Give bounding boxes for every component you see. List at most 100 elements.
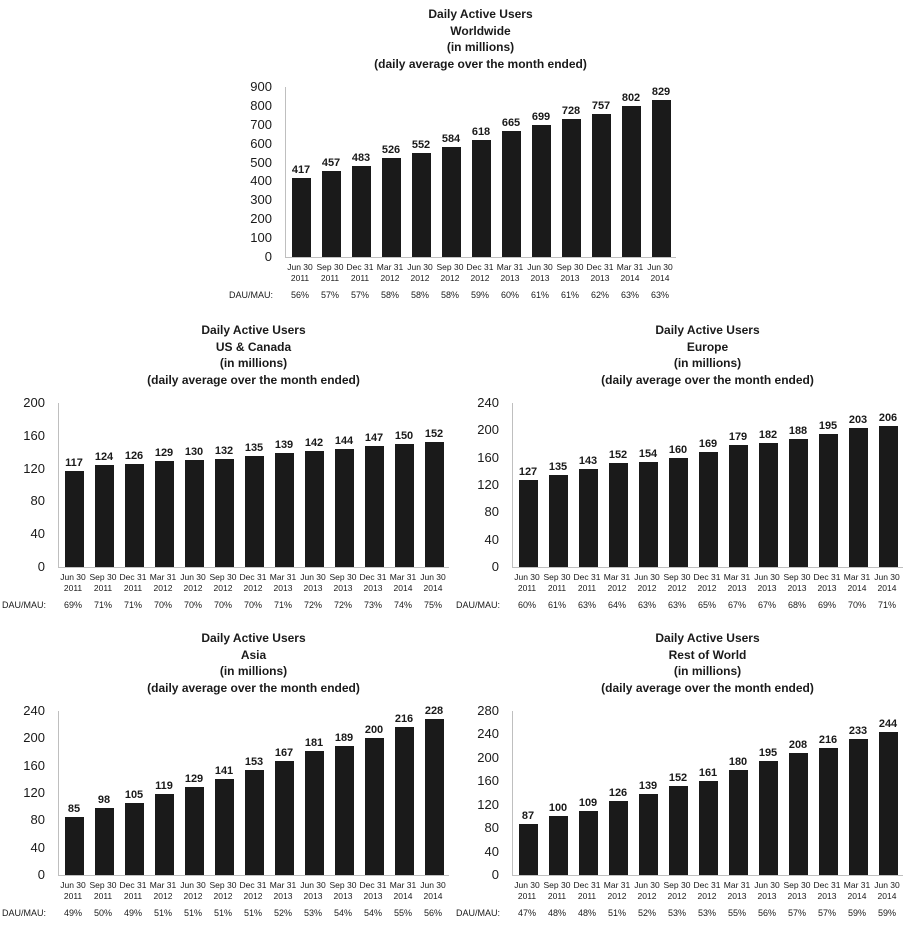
bar [608,463,628,567]
bar [94,808,114,875]
bar-value-label: 206 [878,412,898,424]
bar [548,475,568,567]
dau-mau-value: 63% [577,600,596,610]
bar-value-label: 417 [291,164,311,176]
chart-title-line: Daily Active Users [201,323,306,337]
bar [848,428,868,567]
chart-title-line: (in millions) [219,356,288,370]
bar-column: 584 [436,87,466,257]
x-label-year: 2013 [727,582,747,593]
x-axis-labels: Jun 30 2011 Sep 30 2011 Dec 31 2011 Mar 31 2012… [58,572,448,593]
dau-mau-value: 63% [650,290,669,300]
x-label-year: 2011 [63,582,83,593]
bar-value-label: 117 [65,457,83,469]
bar [728,445,748,567]
x-label-year: 2012 [213,890,233,901]
bar [214,459,234,567]
x-label-date: Jun 30 [287,262,313,272]
x-label-year: 2013 [363,582,383,593]
dau-mau-value: 54% [363,908,382,918]
y-axis-tick-label: 240 [477,395,499,410]
x-label-year: 2013 [363,890,383,901]
bar-column: 141 [209,711,239,875]
x-axis-tick-label: Mar 31 2012 [148,880,178,901]
bar [304,451,324,567]
bar-value-label: 203 [848,414,868,426]
bar-column: 152 [663,711,693,875]
chart-title-block: Daily Active Users Europe (in millions) (da… [454,322,903,388]
y-axis-tick-label: 200 [23,730,45,746]
x-axis-tick-label: Jun 30 2013 [298,880,328,901]
y-axis-tick-label: 200 [477,749,499,765]
bar [818,434,838,567]
bar-value-label: 179 [728,431,748,443]
dau-mau-value: 57% [817,908,836,918]
x-label-date: Jun 30 [180,572,206,582]
x-label-year: 2013 [817,582,837,593]
x-label-date: Mar 31 [149,880,177,890]
bar-value-label: 152 [668,772,688,784]
bar-column: 244 [873,711,903,875]
bar [411,153,431,257]
dau-mau-value: 71% [123,600,142,610]
x-label-date: Jun 30 [754,880,780,890]
x-axis-tick-label: Sep 30 2012 [662,880,692,901]
dau-mau-value: 60% [517,600,536,610]
dau-mau-value: 70% [243,600,262,610]
x-label-date: Jun 30 [514,572,540,582]
dau-mau-row-label: DAU/MAU: [2,908,47,918]
dau-mau-value: 55% [393,908,412,918]
x-axis-tick-label: Mar 31 2013 [268,572,298,593]
x-axis-tick-label: Sep 30 2013 [782,572,812,593]
bar [124,464,144,567]
bar-value-label: 584 [441,133,461,145]
bar-column: 483 [346,87,376,257]
bar-column: 216 [813,711,843,875]
bar-column: 150 [389,403,419,567]
y-axis: 240 200 160 120 80 40 0 [454,396,512,574]
bar-value-label: 85 [67,803,81,815]
dau-mau-value: 70% [213,600,232,610]
chart-title-line: Daily Active Users [201,631,306,645]
x-axis-tick-label: Mar 31 2013 [268,880,298,901]
dau-mau-value: 48% [547,908,566,918]
x-axis-tick-label: Jun 30 2014 [418,880,448,901]
dau-mau-value: 53% [697,908,716,918]
plot-grid: 417 457 483 526 552 584 618 665 699 728 757 802 829 [285,86,676,258]
bar-column: 139 [269,403,299,567]
x-label-year: 2012 [440,272,460,283]
bar-column: 154 [633,403,663,567]
x-axis-tick-label: Jun 30 2012 [178,572,208,593]
bar [668,786,688,875]
bar-column: 161 [693,711,723,875]
chart-title-line: (in millions) [673,664,742,678]
bar-value-label: 161 [698,767,718,779]
x-label-date: Dec 31 [586,262,614,272]
bar-column: 526 [376,87,406,257]
bar-value-label: 135 [548,461,568,473]
x-label-year: 2012 [667,890,687,901]
y-axis-tick-label: 120 [23,785,45,800]
y-axis-tick-label: 80 [484,504,499,520]
bar [548,816,568,875]
bar-value-label: 126 [608,787,628,799]
plot-area: 240 200 160 120 80 40 0 85 98 105 119 129 141 153 167 1… [0,704,449,882]
dau-mau-value: 58% [410,290,429,300]
chart-europe: Daily Active Users Europe (in millions) (da… [454,322,903,610]
bar-column: 87 [513,711,543,875]
x-label-date: Sep 30 [329,572,357,582]
x-label-date: Mar 31 [723,880,751,890]
bar [578,469,598,567]
x-label-date: Mar 31 [603,880,631,890]
bar-column: 139 [633,711,663,875]
x-label-year: 2012 [380,272,400,283]
x-axis-labels: Jun 30 2011 Sep 30 2011 Dec 31 2011 Mar 31 2012… [285,262,675,283]
x-axis-tick-label: Dec 31 2012 [465,262,495,283]
x-label-year: 2012 [697,890,717,901]
bar [124,803,144,875]
bar-column: 169 [693,403,723,567]
y-axis-tick-label: 120 [477,796,499,812]
bar-column: 417 [286,87,316,257]
row-worldwide: Daily Active Users Worldwide (in millions)… [0,6,903,300]
chart-title-line: (daily average over the month ended) [374,56,587,71]
